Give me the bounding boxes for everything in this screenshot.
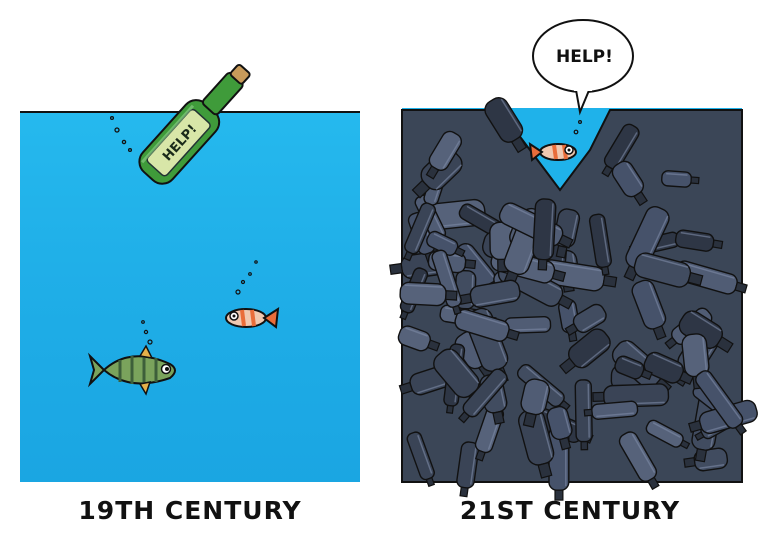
- bubbles-bottle: [109, 115, 133, 153]
- plastic-bottle: [456, 441, 480, 498]
- big-fish-19th: [87, 344, 176, 396]
- plastic-bottle: [583, 400, 639, 420]
- small-fish-21st: [528, 141, 577, 162]
- bubbles-small-fish: [235, 260, 258, 295]
- plastic-bottle: [458, 279, 521, 308]
- plastic-bottle: [540, 259, 618, 292]
- plastic-bottle: [564, 303, 607, 337]
- plastic-bottle: [454, 308, 521, 342]
- plastic-bottle: [403, 202, 437, 262]
- ocean-scene-21st: HELP!: [389, 19, 758, 501]
- plastic-bottle: [532, 198, 557, 271]
- plastic-bottle: [426, 230, 466, 258]
- plastic-bottle: [695, 370, 748, 436]
- plastic-bottle: [661, 170, 700, 188]
- bubbles-21st: [573, 119, 583, 135]
- plastic-bottle: [406, 431, 436, 488]
- plastic-bottle: [611, 160, 648, 207]
- panel-19th-century: HELP!: [0, 0, 380, 548]
- plastic-bottle: [618, 431, 660, 491]
- plastic-bottle: [425, 130, 463, 180]
- plastic-bottle: [520, 378, 551, 428]
- plastic-bottle: [633, 252, 704, 288]
- plastic-bottles: [389, 97, 758, 501]
- plastic-bottle: [645, 419, 691, 450]
- plastic-bottle: [674, 229, 724, 252]
- plastic-bottle: [601, 123, 640, 178]
- small-fish-19th: [225, 307, 280, 329]
- plastic-bottle: [546, 405, 573, 451]
- bubbles-big-fish: [141, 320, 153, 345]
- ocean-scene-19th: HELP!: [20, 63, 360, 482]
- panel-21st-century: HELP! 21ST CENTURY: [380, 0, 765, 548]
- caption-21st-century: 21ST CENTURY: [459, 496, 681, 525]
- plastic-bottle: [457, 368, 508, 424]
- plastic-bottle: [558, 328, 611, 375]
- plastic-bottle: [631, 279, 667, 341]
- caption-19th-century: 19TH CENTURY: [78, 496, 302, 525]
- speech-bubble: HELP!: [532, 19, 634, 116]
- plastic-bottle: [397, 325, 441, 352]
- plastic-bottle: [484, 97, 528, 154]
- speech-help-text: HELP!: [556, 47, 613, 67]
- message-bottle: HELP!: [138, 63, 251, 185]
- plastic-bottle: [399, 281, 458, 307]
- plastic-bottle: [614, 355, 653, 381]
- plastic-bottle: [588, 213, 612, 276]
